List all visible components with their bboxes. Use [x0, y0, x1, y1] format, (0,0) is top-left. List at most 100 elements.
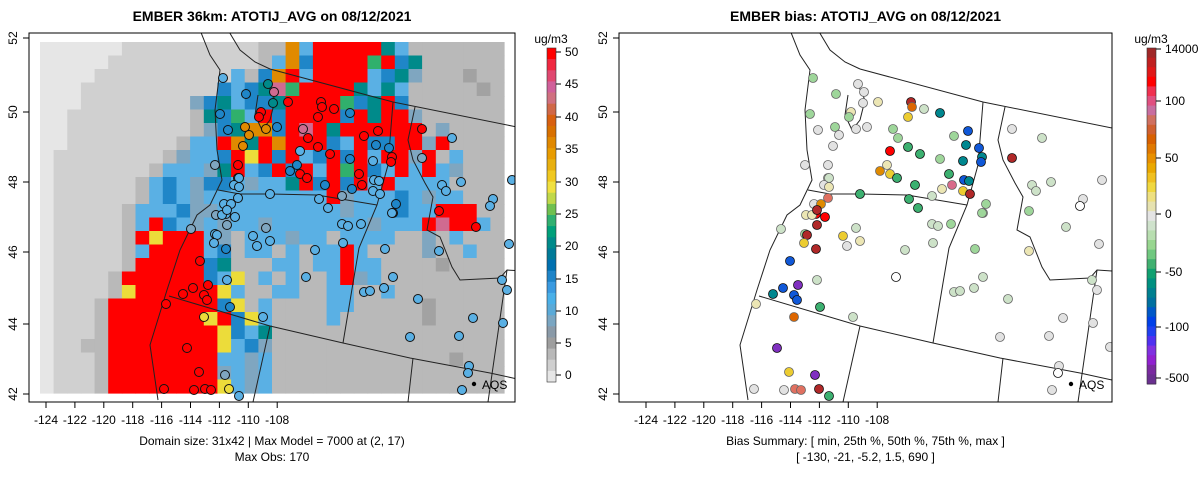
station-marker: [380, 244, 390, 254]
grid-cell: [285, 258, 300, 273]
grid-cell: [162, 177, 177, 192]
grid-cell: [408, 244, 423, 259]
grid-cell: [80, 204, 96, 219]
grid-cell: [94, 204, 109, 219]
grid-cell: [149, 366, 164, 381]
grid-cell: [258, 204, 273, 219]
grid-cell: [203, 42, 218, 57]
grid-cell: [299, 190, 314, 205]
station-marker: [386, 157, 396, 167]
grid-cell: [449, 352, 464, 367]
grid-cell: [67, 244, 82, 259]
station-marker: [507, 175, 515, 185]
grid-cell: [463, 325, 478, 340]
grid-cell: [190, 177, 205, 192]
grid-cell: [463, 190, 478, 205]
grid-cell: [435, 163, 450, 178]
y-tick-label: 48: [596, 175, 610, 189]
station-marker: [199, 312, 209, 322]
station-marker: [995, 332, 1005, 342]
grid-cell: [53, 55, 68, 70]
grid-cell: [326, 231, 341, 246]
colorbar-swatch: [1147, 201, 1156, 212]
station-marker: [374, 176, 384, 186]
grid-cell: [272, 177, 287, 192]
grid-cell: [285, 325, 300, 340]
grid-cell: [162, 217, 177, 232]
station-marker: [1003, 294, 1013, 304]
grid-cell: [162, 231, 177, 246]
y-tick-label: 50: [6, 105, 20, 119]
grid-cell: [217, 339, 232, 354]
grid-cell: [94, 136, 109, 151]
grid-cell: [203, 325, 218, 340]
grid-cell: [190, 190, 205, 205]
grid-cell: [149, 244, 164, 259]
grid-cell: [272, 244, 287, 259]
grid-cell: [326, 69, 341, 84]
grid-cell: [217, 136, 232, 151]
grid-cell: [203, 190, 218, 205]
grid-cell: [258, 177, 273, 192]
station-marker: [347, 184, 357, 194]
grid-cell: [449, 109, 464, 124]
grid-cell: [135, 312, 150, 327]
grid-cell: [94, 109, 109, 124]
grid-cell: [258, 150, 273, 165]
grid-cell: [381, 352, 396, 367]
grid-cell: [67, 339, 82, 354]
station-marker: [178, 289, 188, 299]
grid-cell: [121, 285, 137, 300]
station-marker: [789, 312, 799, 322]
grid-cell: [435, 298, 450, 313]
grid-cell: [67, 217, 82, 232]
grid-cell: [340, 379, 355, 394]
grid-cell: [217, 312, 232, 327]
grid-cell: [40, 42, 55, 57]
grid-cell: [162, 352, 177, 367]
grid-cell: [94, 339, 109, 354]
station-marker: [371, 140, 381, 150]
grid-cell: [80, 96, 96, 111]
grid-cell: [94, 69, 109, 84]
grid-cell: [121, 217, 137, 232]
grid-cell: [67, 150, 82, 165]
x-tick-label: -116: [150, 413, 173, 427]
grid-cell: [176, 55, 191, 70]
station-marker: [272, 122, 282, 132]
grid-cell: [190, 42, 205, 57]
grid-cell: [80, 298, 96, 313]
grid-cell: [285, 298, 300, 313]
grid-cell: [490, 258, 505, 273]
station-marker: [815, 302, 825, 312]
grid-cell: [231, 379, 246, 394]
station-marker: [269, 87, 279, 97]
station-marker: [749, 384, 759, 394]
grid-cell: [394, 42, 409, 57]
station-marker: [391, 199, 401, 209]
colorbar-tick-label: 25: [565, 207, 579, 221]
grid-cell: [326, 217, 341, 232]
grid-cell: [203, 244, 218, 259]
colorbar-swatch: [1147, 172, 1156, 183]
grid-cell: [312, 312, 328, 327]
grid-cell: [476, 136, 491, 151]
station-marker: [338, 238, 348, 248]
grid-cell: [94, 123, 109, 138]
colorbar-swatch: [547, 148, 556, 160]
grid-cell: [244, 258, 259, 273]
grid-cell: [121, 123, 137, 138]
grid-cell: [326, 285, 341, 300]
station-marker: [210, 160, 220, 170]
legend-label: AQS: [482, 378, 507, 392]
grid-cell: [408, 109, 423, 124]
grid-cell: [367, 271, 382, 286]
grid-cell: [40, 352, 55, 367]
grid-cell: [135, 69, 150, 84]
grid-cell: [121, 109, 137, 124]
station-marker: [303, 133, 313, 143]
grid-cell: [367, 217, 382, 232]
grid-cell: [135, 379, 150, 394]
station-marker: [751, 299, 761, 309]
grid-cell: [312, 258, 328, 273]
